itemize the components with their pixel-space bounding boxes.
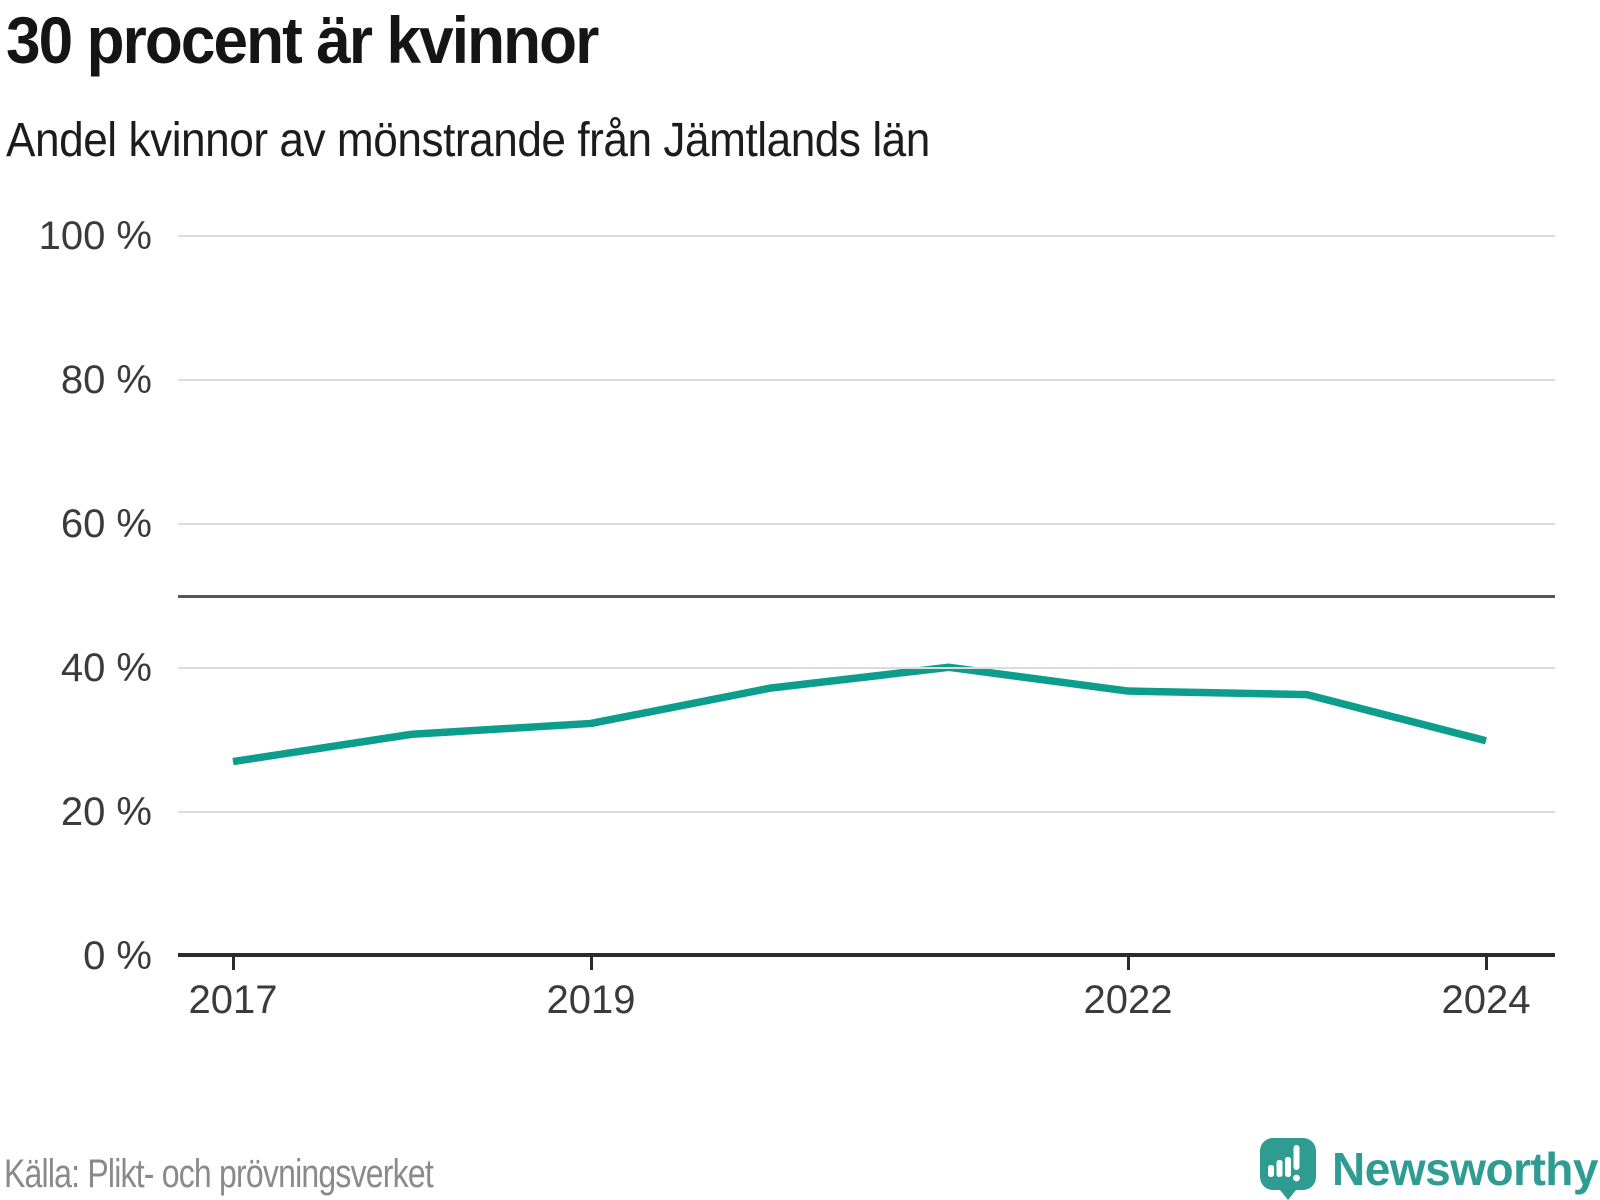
data-line-andel-kvinnor — [232, 663, 1487, 766]
y-axis-label-80: 80 % — [60, 358, 152, 402]
source-note: Källa: Plikt- och prövningsverket — [4, 1152, 434, 1196]
x-axis-label-2017: 2017 — [188, 978, 278, 1022]
y-axis-label-0: 0 % — [83, 934, 152, 978]
newsworthy-logo: Newsworthy — [1260, 1134, 1598, 1200]
reference-line-50 — [178, 594, 1555, 598]
chart-subtitle: Andel kvinnor av mönstrande från Jämtlan… — [6, 114, 930, 167]
x-axis-line — [178, 953, 1555, 957]
gridline-60 — [178, 523, 1555, 525]
x-axis-label-2024: 2024 — [1441, 978, 1531, 1022]
gridline-40 — [178, 667, 1555, 669]
y-axis-label-20: 20 % — [60, 790, 152, 834]
newsworthy-speech-bubble-bar-chart-icon — [1260, 1138, 1317, 1200]
gridline-100 — [178, 235, 1555, 237]
x-tick-2022 — [1126, 957, 1130, 970]
x-tick-2024 — [1484, 957, 1488, 970]
x-axis-label-2022: 2022 — [1083, 978, 1173, 1022]
gridline-20 — [178, 811, 1555, 813]
newsworthy-logo-text: Newsworthy — [1332, 1143, 1598, 1195]
y-axis-label-60: 60 % — [60, 502, 152, 546]
y-axis-label-100: 100 % — [38, 214, 152, 258]
y-axis-label-40: 40 % — [60, 646, 152, 690]
x-axis-label-2019: 2019 — [546, 978, 636, 1022]
chart-title: 30 procent är kvinnor — [6, 3, 599, 77]
gridline-80 — [178, 379, 1555, 381]
x-tick-2019 — [589, 957, 593, 970]
x-tick-2017 — [231, 957, 235, 970]
